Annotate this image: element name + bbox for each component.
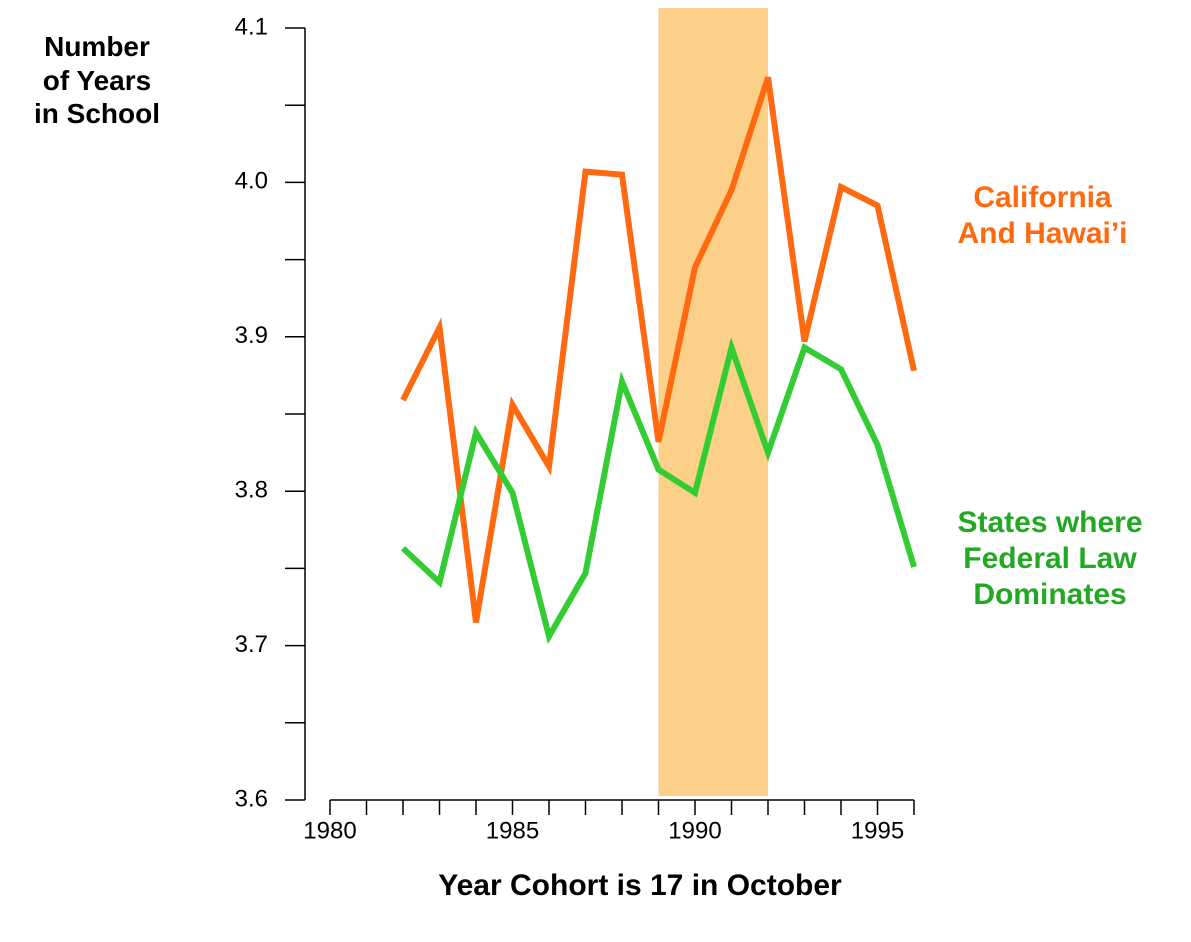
y-tick-label: 4.0 — [235, 168, 268, 195]
x-tick-label: 1980 — [303, 817, 356, 844]
y-tick-label: 3.9 — [235, 322, 268, 349]
series-line — [400, 76, 917, 623]
y-tick-label: 3.7 — [235, 631, 268, 658]
y-axis-title: Number of Years in School — [12, 30, 182, 131]
y-tick-label: 3.6 — [235, 785, 268, 812]
y-tick-label: 4.1 — [235, 13, 268, 40]
y-tick-label: 3.8 — [235, 477, 268, 504]
series-label: California And Hawai’i — [957, 181, 1128, 250]
x-tick-label: 1990 — [668, 817, 721, 844]
x-tick-label: 1985 — [486, 817, 539, 844]
x-axis-title: Year Cohort is 17 in October — [438, 869, 842, 902]
y-axis-title-text: Number of Years in School — [34, 31, 160, 130]
x-tick-label: 1995 — [851, 817, 904, 844]
series-label: States where Federal Law Dominates — [957, 506, 1143, 611]
series-line — [400, 337, 917, 645]
